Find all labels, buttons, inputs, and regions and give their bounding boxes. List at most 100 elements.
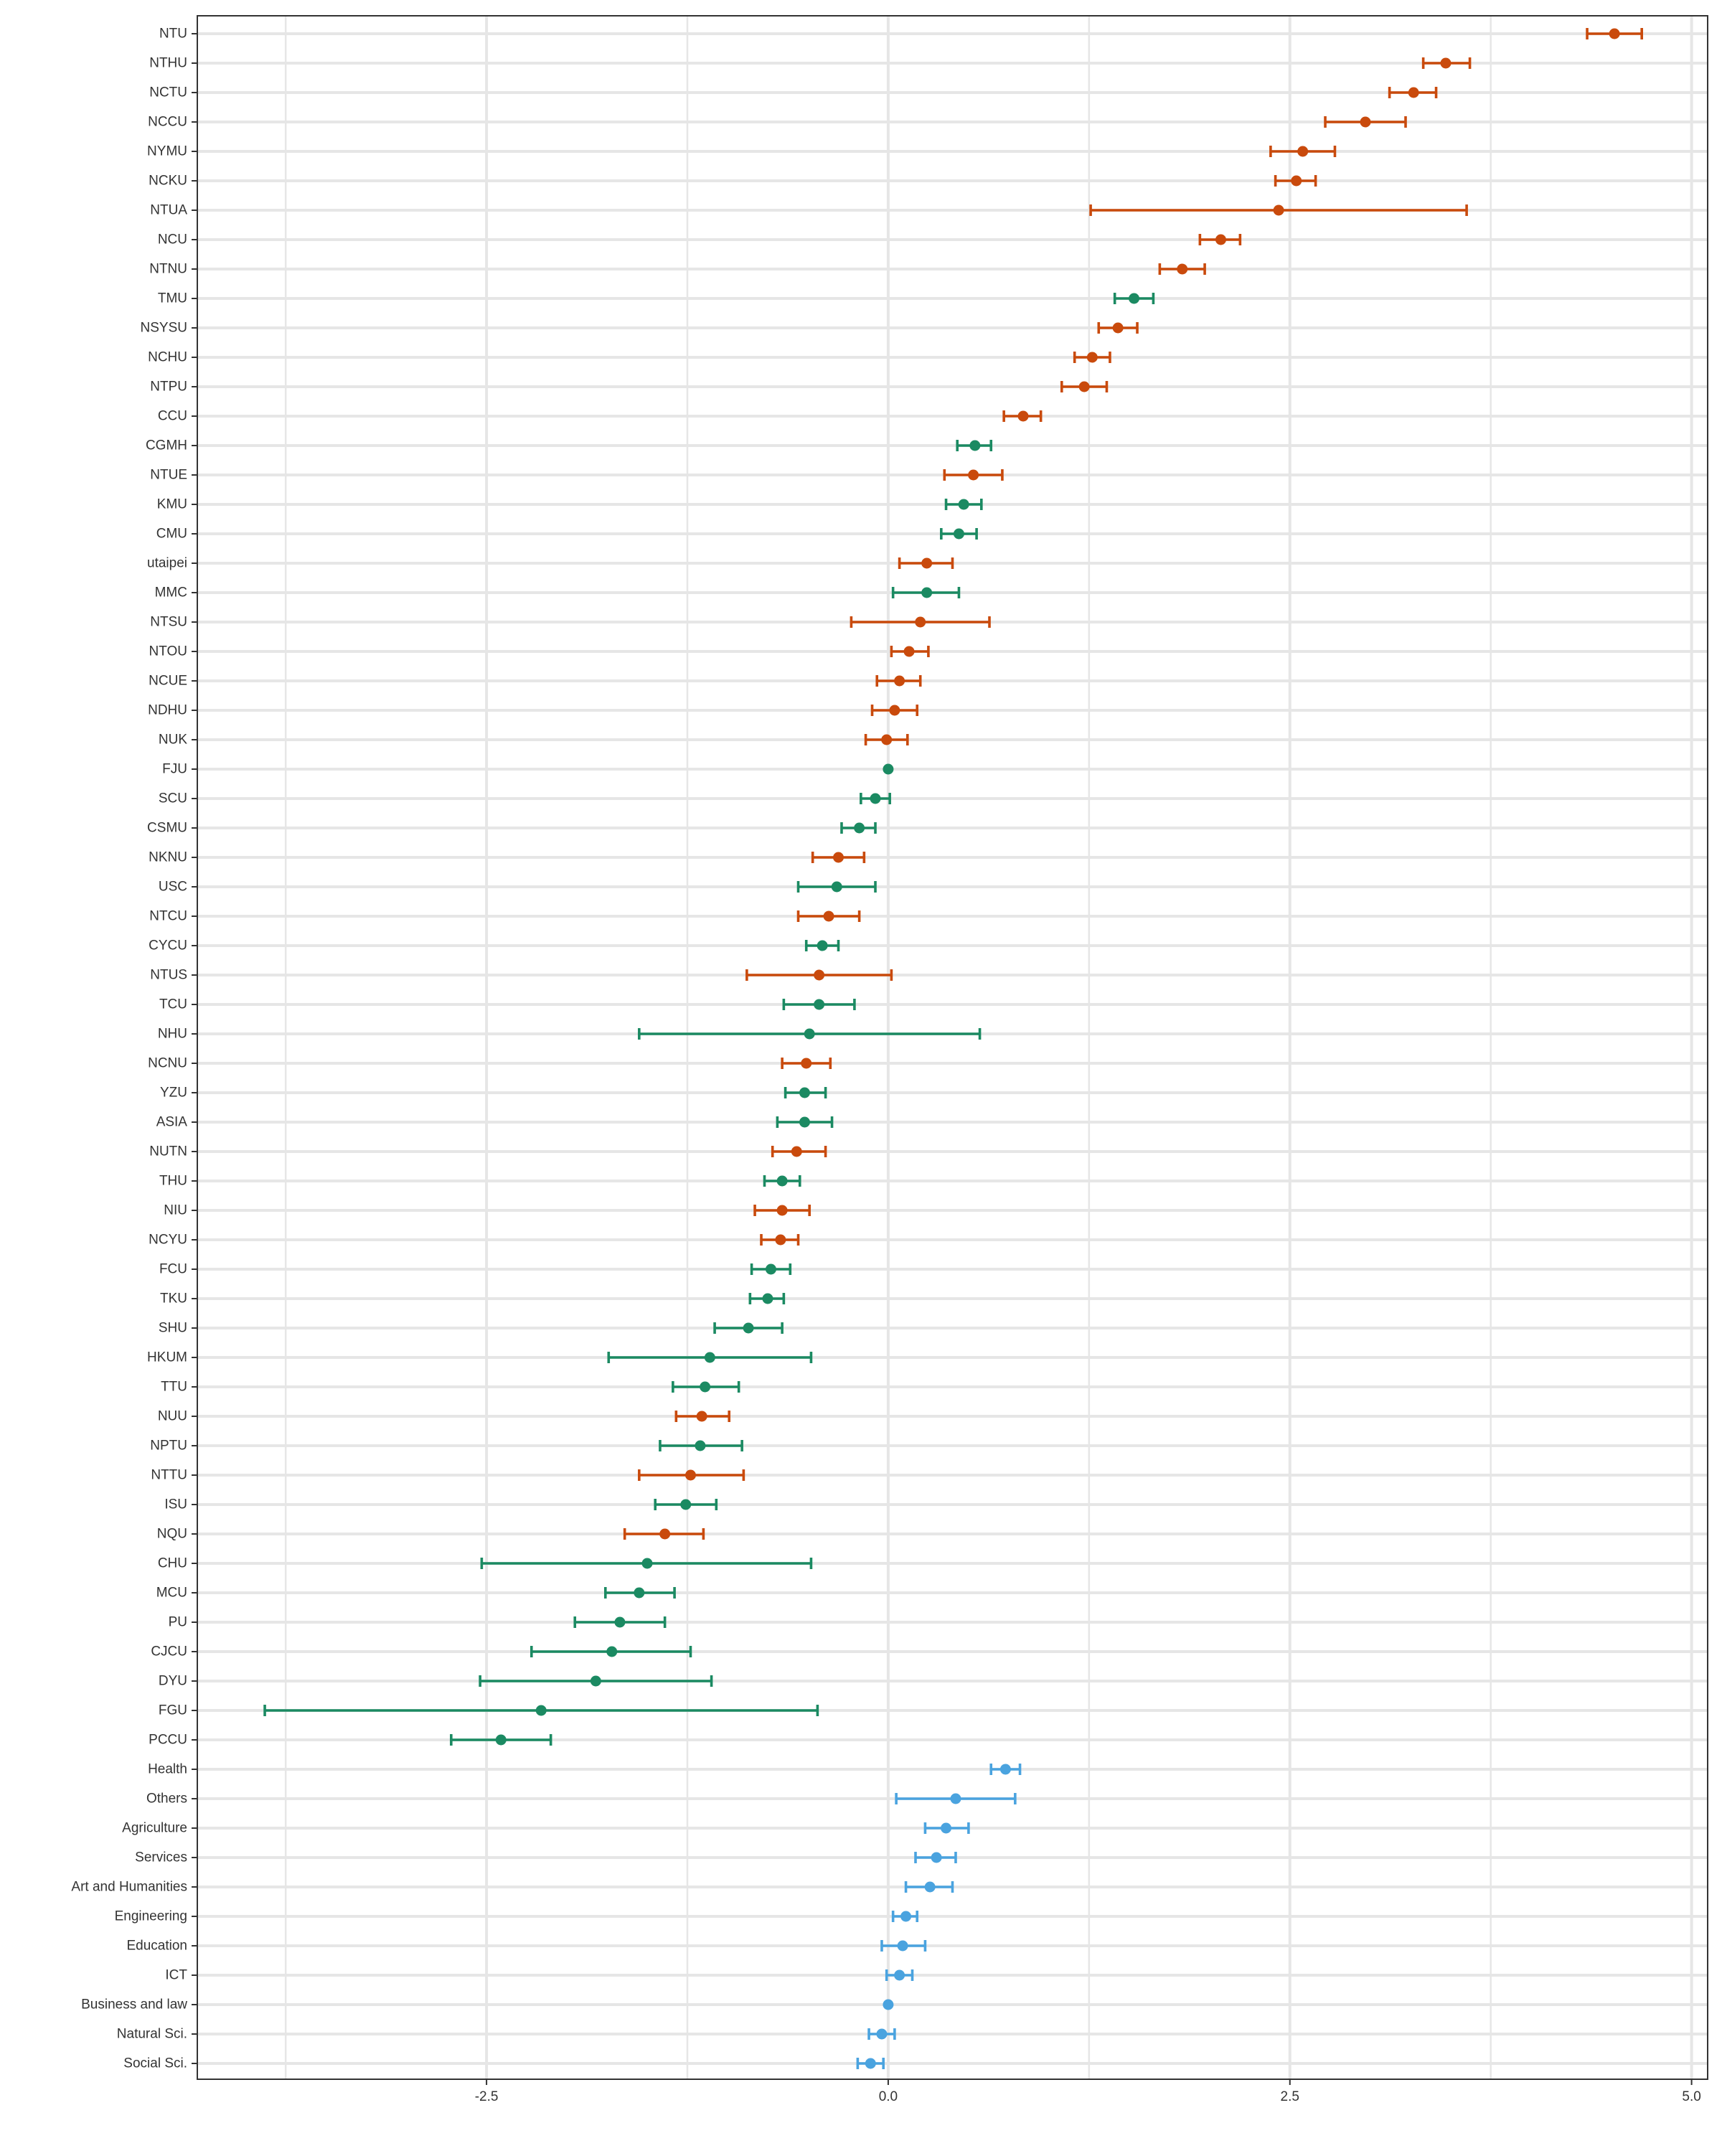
y-tick-label: USC: [159, 880, 187, 895]
y-tick-label: TCU: [159, 997, 187, 1012]
data-point: [1408, 87, 1419, 98]
y-tick-label: ISU: [164, 1497, 187, 1512]
data-point: [999, 1764, 1011, 1775]
data-point: [614, 1616, 626, 1628]
data-point: [801, 1058, 812, 1069]
data-point: [762, 1293, 773, 1304]
y-tick-label: FJU: [162, 762, 187, 777]
y-tick-label: NUTN: [149, 1144, 187, 1159]
data-point: [776, 1175, 788, 1187]
data-point: [883, 1999, 894, 2010]
x-tick-label: 2.5: [1281, 2089, 1299, 2104]
data-point: [817, 940, 828, 951]
x-tick-label: 0.0: [879, 2089, 898, 2104]
y-tick-label: NCU: [158, 232, 187, 248]
y-tick-label: NCNU: [148, 1056, 187, 1071]
data-point: [1086, 352, 1098, 363]
y-tick-label: NUU: [158, 1409, 187, 1424]
y-tick-label: CGMH: [146, 438, 187, 453]
y-tick-label: MMC: [155, 585, 187, 601]
data-point: [684, 1469, 696, 1481]
data-point: [969, 440, 981, 451]
data-point: [881, 734, 893, 745]
y-tick-label: NPTU: [150, 1439, 187, 1454]
data-point: [700, 1381, 711, 1393]
y-tick-label: CYCU: [149, 938, 187, 954]
y-tick-label: MCU: [156, 1586, 187, 1601]
data-point: [1440, 57, 1452, 69]
data-point: [950, 1793, 961, 1804]
y-tick-label: THU: [159, 1174, 187, 1189]
data-point: [775, 1234, 786, 1246]
data-point: [799, 1087, 810, 1098]
data-point: [535, 1705, 547, 1716]
y-tick-label: KMU: [157, 497, 187, 512]
data-point: [915, 616, 926, 628]
data-point: [765, 1263, 776, 1275]
data-point: [865, 2058, 876, 2069]
y-tick-label: PU: [169, 1615, 187, 1630]
y-tick-label: NTCU: [149, 909, 187, 924]
y-tick-label: TKU: [160, 1291, 187, 1307]
y-tick-label: Health: [148, 1762, 187, 1777]
data-point: [889, 705, 900, 716]
data-point: [894, 1969, 905, 1981]
data-point: [606, 1646, 618, 1657]
y-tick-label: Agriculture: [122, 1821, 187, 1836]
data-point: [931, 1852, 942, 1863]
y-tick-label: YZU: [160, 1086, 187, 1101]
y-tick-label: SCU: [159, 791, 187, 806]
data-point: [804, 1028, 815, 1040]
data-point: [695, 1440, 706, 1451]
data-point: [1215, 234, 1226, 245]
y-tick-label: CHU: [158, 1556, 187, 1571]
data-point: [924, 1881, 936, 1893]
y-tick-label: utaipei: [147, 556, 187, 571]
data-point: [1129, 293, 1140, 304]
axis-layer: NTU NTHU NCTU NCCU NYMU NCKU NTUA NCU NTNU TMU NSY…: [71, 27, 1700, 2105]
data-layer: [263, 28, 1643, 2069]
data-point: [776, 1205, 788, 1216]
y-tick-label: NUK: [159, 733, 187, 748]
data-point: [894, 675, 905, 687]
y-tick-label: NQU: [157, 1527, 187, 1542]
y-tick-label: Engineering: [115, 1909, 187, 1924]
data-point: [1078, 381, 1090, 392]
y-tick-label: NTHU: [149, 56, 187, 71]
y-tick-label: Others: [146, 1792, 187, 1807]
y-tick-label: FCU: [159, 1262, 187, 1277]
data-point: [921, 557, 933, 569]
y-tick-label: CMU: [156, 527, 187, 542]
data-point: [883, 763, 894, 775]
data-point: [799, 1116, 810, 1128]
data-point: [680, 1499, 692, 1510]
data-point: [854, 822, 865, 834]
data-point: [641, 1558, 653, 1569]
y-tick-label: TTU: [161, 1380, 187, 1395]
y-tick-label: CSMU: [147, 821, 187, 836]
y-tick-label: NCHU: [148, 350, 187, 365]
panel-border: [197, 15, 1708, 2080]
data-point: [921, 587, 933, 598]
x-tick-label: 5.0: [1682, 2089, 1700, 2104]
y-tick-label: NCYU: [149, 1233, 187, 1248]
y-tick-label: PCCU: [149, 1733, 187, 1748]
y-tick-label: NCCU: [148, 115, 187, 130]
data-point: [968, 469, 979, 481]
y-tick-label: NTUE: [150, 468, 187, 483]
data-point: [634, 1587, 645, 1599]
data-point: [903, 646, 915, 657]
y-tick-label: NCKU: [149, 174, 187, 189]
y-tick-label: Natural Sci.: [117, 2027, 187, 2042]
x-tick-label: -2.5: [475, 2089, 499, 2104]
y-tick-label: NTU: [159, 27, 187, 42]
y-tick-label: ICT: [165, 1968, 187, 1983]
y-tick-label: CJCU: [151, 1644, 187, 1660]
data-point: [1017, 410, 1029, 422]
data-point: [1177, 263, 1188, 275]
y-tick-label: Education: [126, 1939, 187, 1954]
y-tick-label: DYU: [159, 1674, 187, 1689]
y-tick-label: Services: [135, 1850, 187, 1865]
y-tick-label: FGU: [159, 1703, 187, 1718]
data-point: [833, 852, 844, 863]
